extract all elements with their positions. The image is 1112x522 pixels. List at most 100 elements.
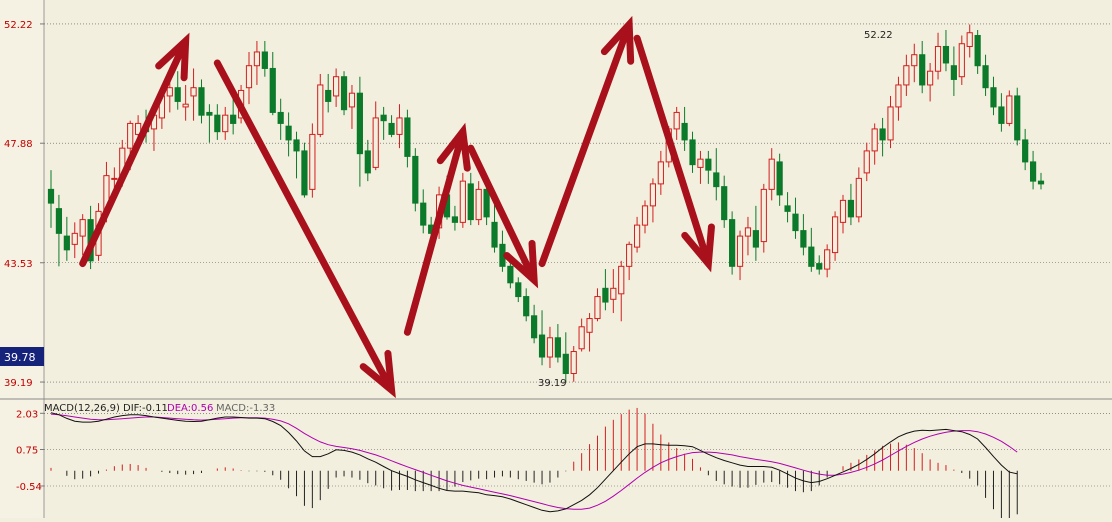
price-tick-label: 47.88 (4, 139, 33, 150)
candle-down (63, 235, 70, 251)
candle-down (792, 213, 799, 232)
candle-down (301, 150, 308, 196)
candle-up (736, 235, 744, 267)
candle-up (333, 76, 340, 97)
macd-tick-label: 0.75 (16, 446, 38, 457)
candle-up (79, 219, 86, 237)
candle-down (681, 122, 688, 141)
candle-up (744, 227, 752, 237)
candle-down (380, 114, 387, 122)
candle-up (618, 265, 625, 295)
trend-arrow-head (681, 223, 715, 273)
candle-up (222, 114, 229, 133)
candle-up (895, 84, 902, 108)
candle-down (950, 65, 957, 80)
candle-up (190, 87, 197, 97)
price-tick-label: 39.19 (4, 378, 33, 389)
candle-down (752, 230, 759, 248)
candle-down (214, 114, 221, 133)
candle-down (982, 65, 989, 89)
candle-down (998, 106, 1005, 124)
candle-up (824, 249, 831, 270)
candle-down (206, 111, 213, 116)
candle-down (713, 172, 720, 188)
candle-down (285, 125, 292, 141)
candle-up (182, 103, 189, 108)
candle-down (942, 45, 950, 64)
candle-down (388, 122, 395, 135)
candle-down (364, 150, 371, 174)
candle-down (800, 230, 807, 248)
price-tick-label: 43.53 (4, 259, 33, 270)
macd-title: MACD(12,26,9) (44, 403, 120, 414)
candle-down (562, 353, 569, 375)
trend-arrow-shaft (467, 144, 535, 277)
candle-down (507, 265, 514, 284)
candle-down (1029, 161, 1037, 182)
candle-down (261, 51, 268, 69)
candle-up (586, 318, 593, 333)
candle-down (412, 155, 419, 204)
candle-down (483, 188, 490, 218)
candle-down (55, 208, 63, 234)
candle-down (198, 87, 205, 116)
candle-down (47, 188, 55, 204)
candle-down (491, 221, 498, 248)
candle-down (538, 334, 546, 358)
trend-arrow-shaft (538, 28, 630, 268)
candle-up (839, 199, 847, 223)
candle-up (71, 232, 78, 245)
candle-up (253, 51, 261, 67)
candle-up (927, 70, 934, 86)
current-price-badge (0, 347, 44, 366)
candle-up (546, 337, 554, 358)
price-tick-label: 52.22 (4, 20, 33, 31)
candle-up (111, 177, 118, 180)
trend-arrow-head (436, 122, 471, 172)
candle-down (990, 87, 997, 108)
candle-down (420, 202, 427, 226)
candle-up (317, 84, 324, 135)
candle-up (760, 188, 767, 243)
candle-down (293, 139, 300, 152)
candle-down (340, 76, 348, 111)
candle-down (325, 89, 332, 102)
price-grid: 52.22 47.88 43.53 39.19 (4, 20, 1112, 389)
trend-arrow-shaft (633, 34, 710, 260)
candle-up (871, 128, 878, 152)
macd-lines (50, 412, 1018, 513)
axis-background (0, 0, 44, 518)
candle-down (174, 87, 181, 102)
candle-up (626, 243, 633, 267)
macd-histogram (50, 407, 1018, 522)
candle-up (768, 158, 775, 190)
trend-arrow-head (359, 349, 396, 399)
candle-up (309, 133, 316, 190)
trend-arrow-shaft (403, 135, 465, 336)
candle-up (863, 150, 870, 174)
candle-up (594, 296, 601, 320)
candle-down (808, 246, 815, 267)
trend-arrow-head (503, 239, 539, 289)
candle-down (879, 128, 886, 141)
candle-down (531, 315, 538, 339)
candles-group (47, 24, 1045, 382)
candle-down (919, 54, 926, 86)
candle-up (887, 106, 894, 141)
trend-arrow-shaft (79, 44, 186, 268)
candle-down (230, 114, 237, 124)
candle-up (673, 111, 680, 130)
candle-down (451, 216, 459, 223)
low-price-label: 39.19 (538, 378, 567, 389)
macd-tick-label: 2.03 (16, 409, 38, 420)
candle-up (641, 205, 649, 226)
trend-arrows (79, 15, 715, 399)
candle-up (934, 45, 942, 72)
macd-tick-label: -0.54 (16, 482, 42, 493)
candle-up (697, 158, 704, 168)
macd-dea-label: DEA:0.56 (167, 403, 213, 414)
candle-down (729, 219, 736, 267)
candle-up (245, 65, 253, 89)
